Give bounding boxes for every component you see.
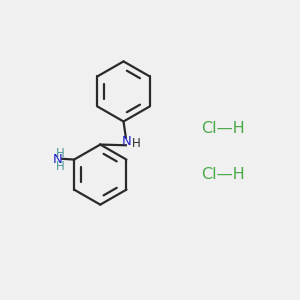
Text: H: H — [132, 137, 141, 150]
Text: Cl—H: Cl—H — [202, 121, 245, 136]
Text: H: H — [56, 146, 64, 160]
Text: Cl—H: Cl—H — [202, 167, 245, 182]
Text: H: H — [56, 160, 64, 173]
Text: N: N — [53, 153, 63, 167]
Text: N: N — [122, 135, 132, 148]
